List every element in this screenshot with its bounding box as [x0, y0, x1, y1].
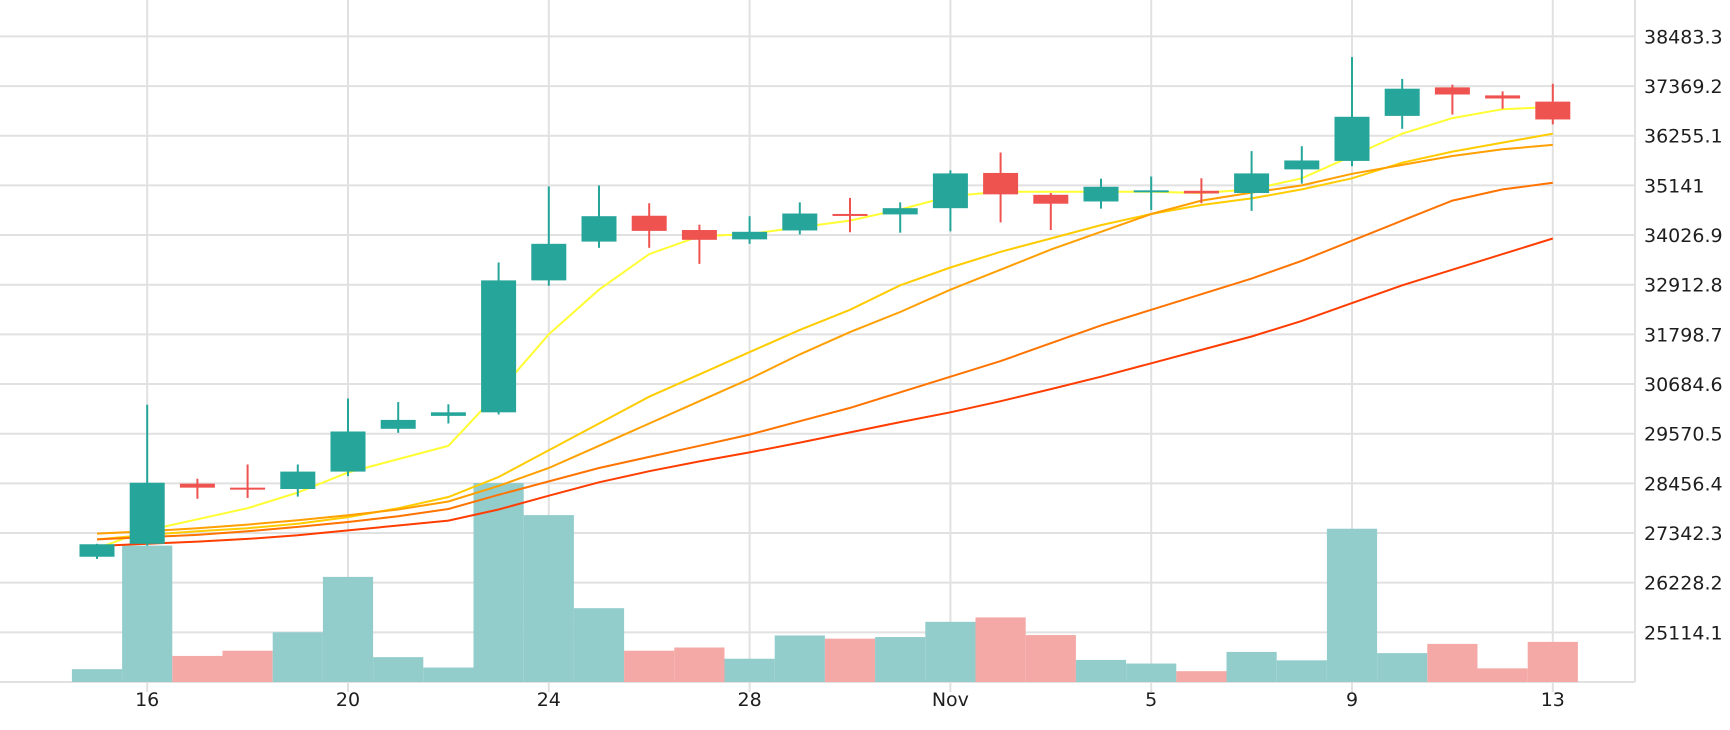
moving-average-line	[96, 181, 1553, 541]
volume-bar	[724, 658, 775, 682]
candle-body	[1133, 190, 1169, 193]
volume-bar	[1276, 660, 1327, 682]
x-tick-label: 28	[738, 689, 762, 711]
candle-body	[1485, 95, 1521, 99]
candle-body	[481, 280, 517, 413]
candle-body	[1284, 160, 1320, 170]
y-tick-label: 29570.5	[1644, 424, 1723, 446]
candle-body	[1083, 186, 1119, 202]
candle-body	[280, 471, 316, 489]
candle-body	[932, 173, 968, 209]
candle-body	[631, 215, 667, 231]
y-tick-label: 28456.4	[1644, 473, 1723, 495]
volume-bar	[71, 669, 123, 682]
moving-average-line	[96, 237, 1554, 547]
y-axis: 38483.3 37369.2 36255.1 35141 34026.9 32912.8…	[1644, 26, 1723, 644]
volume-bar	[1126, 663, 1177, 682]
volume-bar	[122, 545, 173, 682]
volume-bar	[473, 483, 524, 682]
volume-bar	[573, 608, 625, 682]
x-tick-label: Nov	[932, 689, 969, 711]
volume-bar	[373, 657, 424, 682]
volume-bar	[1326, 528, 1378, 682]
y-tick-label: 25114.1	[1644, 622, 1723, 644]
volume-bar	[322, 576, 374, 682]
y-tick-label: 38483.3	[1644, 26, 1723, 48]
volume-bar	[1075, 659, 1127, 682]
candle-body	[882, 208, 918, 215]
volume-bar	[222, 650, 273, 682]
x-axis: 16 20 24 28 Nov 5 9 13	[135, 689, 1565, 711]
candle-body	[79, 544, 115, 557]
y-tick-label: 31798.7	[1644, 324, 1723, 346]
candle-body	[1334, 116, 1370, 161]
candle-body	[1234, 173, 1270, 194]
candle-body	[430, 412, 466, 416]
volume-bar	[523, 515, 574, 682]
candle-body	[782, 213, 818, 231]
moving-average-line	[96, 143, 1553, 535]
y-tick-label: 27342.3	[1644, 523, 1723, 545]
volume-bar	[824, 638, 876, 682]
moving-average-lines	[96, 106, 1554, 550]
candle-body	[1033, 194, 1069, 204]
volume-bar	[172, 655, 223, 682]
x-tick-label: 24	[537, 689, 561, 711]
moving-average-line	[96, 132, 1553, 541]
volume-bar	[1527, 641, 1578, 682]
candle-body	[983, 172, 1019, 195]
candle-body	[1384, 88, 1420, 116]
moving-average-line	[96, 106, 1553, 550]
candle-body	[681, 230, 717, 240]
volume-bar	[1176, 671, 1227, 682]
y-tick-label: 37369.2	[1644, 76, 1723, 98]
candle-body	[179, 483, 215, 488]
volume-bar	[674, 647, 725, 682]
volume-bar	[1427, 643, 1478, 682]
volume-bar	[423, 667, 474, 682]
volume-bar	[1377, 653, 1428, 682]
volume-bar	[975, 617, 1026, 682]
y-tick-label: 30684.6	[1644, 374, 1723, 396]
candle-body	[230, 487, 266, 490]
x-tick-label: 9	[1346, 689, 1358, 711]
x-tick-label: 16	[135, 689, 159, 711]
y-tick-label: 35141	[1644, 175, 1704, 197]
y-tick-label: 36255.1	[1644, 126, 1723, 148]
volume-bar	[875, 637, 926, 682]
volume-bar	[272, 632, 323, 682]
volume-bar	[1477, 668, 1528, 682]
volume-bar	[624, 650, 675, 682]
x-tick-label: 13	[1541, 689, 1565, 711]
candle-body	[330, 431, 366, 472]
candle-body	[732, 231, 768, 240]
x-tick-label: 5	[1145, 689, 1157, 711]
candle-body	[129, 482, 165, 544]
candle-body	[832, 213, 868, 216]
volume-bar	[1226, 651, 1277, 682]
candle-body	[1183, 190, 1219, 194]
y-tick-label: 34026.9	[1644, 225, 1723, 247]
candle-body	[380, 419, 416, 429]
volume-bar	[925, 621, 976, 682]
volume-bar	[1025, 635, 1076, 682]
candle-body	[531, 243, 567, 281]
volume-bar	[774, 635, 825, 682]
candles	[79, 57, 1571, 559]
volume-bars	[71, 483, 1578, 682]
candle-body	[1434, 87, 1470, 95]
x-tick-label: 20	[336, 689, 360, 711]
candle-body	[581, 216, 617, 242]
y-tick-label: 26228.2	[1644, 573, 1723, 595]
y-tick-label: 32912.8	[1644, 275, 1723, 297]
candle-body	[1535, 101, 1571, 120]
